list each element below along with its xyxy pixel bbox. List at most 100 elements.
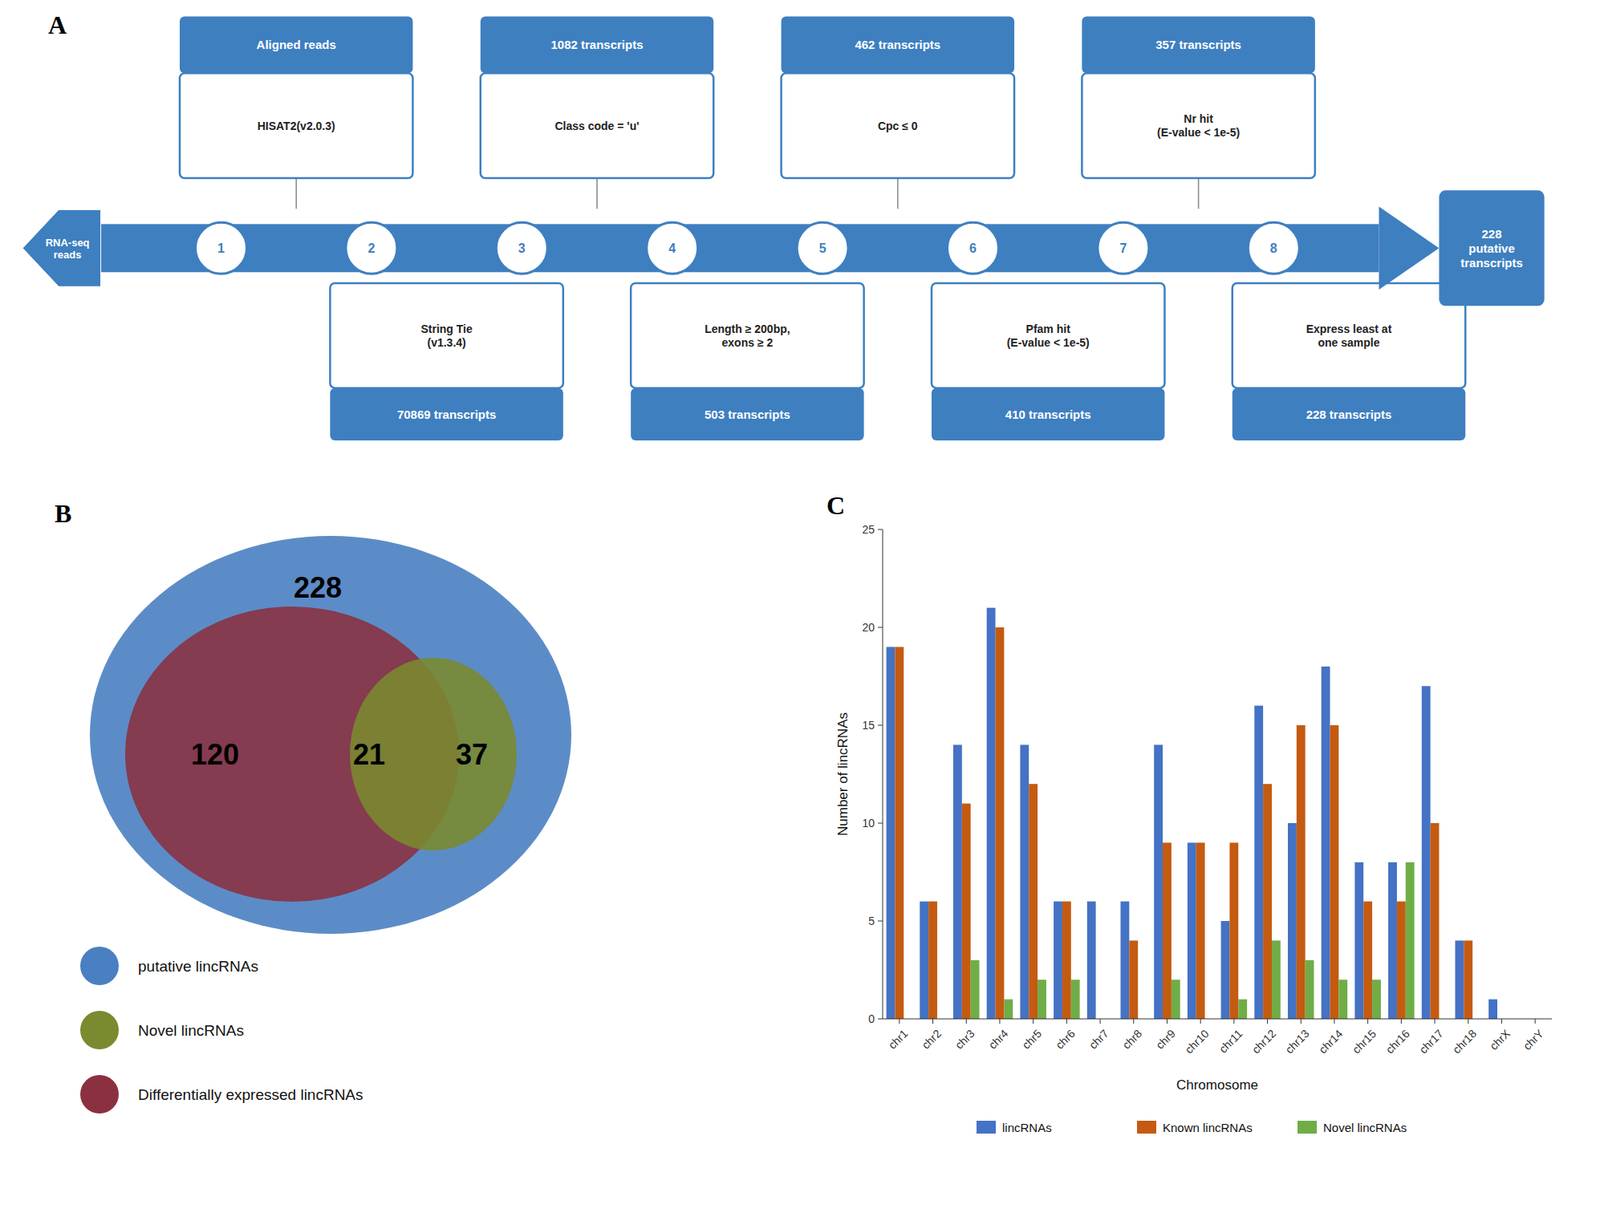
x-tick <box>932 1019 934 1024</box>
step-number: 6 <box>969 241 977 256</box>
x-tick-label: chr13 <box>1283 1027 1312 1056</box>
bar <box>1305 960 1315 1020</box>
x-tick-label: chr12 <box>1249 1027 1279 1056</box>
bar <box>1488 999 1498 1020</box>
y-tick <box>877 921 883 922</box>
step-node <box>1247 222 1300 274</box>
step-number: 4 <box>668 241 676 256</box>
bar <box>1196 842 1206 1020</box>
x-tick <box>1132 1019 1134 1024</box>
step-number: 1 <box>217 241 225 256</box>
step-result-box <box>630 388 864 441</box>
figure: AAligned readsHISAT2(v2.0.3)String Tie(v… <box>0 0 1600 1213</box>
bars <box>886 608 1498 1020</box>
x-tick-label: chr18 <box>1449 1027 1479 1056</box>
output-box <box>1438 190 1544 306</box>
bar <box>1003 999 1013 1020</box>
bar <box>1421 686 1431 1020</box>
venn-panel: B2281202137putative lincRNAsNovel lincRN… <box>54 499 572 1114</box>
bar <box>1430 823 1440 1020</box>
bar <box>1454 940 1464 1020</box>
connector <box>897 178 899 209</box>
legend-label: lincRNAs <box>1002 1120 1052 1135</box>
step-method: String Tie(v1.3.4) <box>420 322 473 350</box>
x-tick <box>1467 1019 1469 1024</box>
x-axis-label: Chromosome <box>1176 1077 1259 1093</box>
y-tick <box>877 529 883 531</box>
x-tick-label: chr17 <box>1416 1027 1446 1056</box>
bar <box>1388 862 1397 1020</box>
x-tick-label: chr1 <box>885 1027 911 1052</box>
step-result-box <box>179 16 413 74</box>
step-method-box <box>630 283 864 389</box>
step-result: 1082 transcripts <box>550 37 643 52</box>
step-node <box>495 222 548 274</box>
y-tick-label: 10 <box>861 816 875 830</box>
x-tick <box>1166 1019 1168 1024</box>
y-axis-line <box>882 529 884 1020</box>
x-tick-label: chr6 <box>1052 1027 1078 1052</box>
legend-swatch <box>976 1120 996 1134</box>
step-result-box <box>781 16 1015 74</box>
flowchart-panel: AAligned readsHISAT2(v2.0.3)String Tie(v… <box>22 10 1544 441</box>
x-tick-label: chr3 <box>952 1027 978 1052</box>
text-line: Express least at <box>1306 322 1393 336</box>
legend-label: Novel lincRNAs <box>1323 1120 1407 1135</box>
bar <box>928 901 938 1020</box>
bar <box>1287 823 1297 1020</box>
y-tick-label: 0 <box>868 1012 875 1026</box>
text-line: (v1.3.4) <box>426 336 466 350</box>
panel-label: C <box>826 491 845 520</box>
step-method: Express least atone sample <box>1306 322 1393 350</box>
step-node <box>345 222 398 274</box>
step-method: Cpc ≤ 0 <box>877 119 918 133</box>
x-tick-label: chr9 <box>1153 1027 1178 1052</box>
input-box <box>22 209 101 287</box>
step-method-box <box>1232 283 1466 389</box>
x-tick <box>1535 1019 1536 1024</box>
x-tick <box>1066 1019 1068 1024</box>
legend-label: putative lincRNAs <box>138 958 259 975</box>
legend-label: Known lincRNAs <box>1162 1120 1253 1135</box>
output-label: 228putativetranscripts <box>1460 227 1523 270</box>
pipeline-arrow <box>1378 207 1439 291</box>
x-tick <box>898 1019 900 1024</box>
step-method-box <box>480 73 714 179</box>
text-line: String Tie <box>420 322 473 336</box>
bar <box>1187 842 1197 1020</box>
text-line: (E-value < 1e-5) <box>1157 125 1240 139</box>
step-number: 3 <box>518 241 526 256</box>
x-tick <box>1434 1019 1436 1024</box>
bar <box>1221 921 1231 1020</box>
bar <box>1463 940 1473 1020</box>
text-line: Nr hit <box>1183 112 1214 126</box>
bar <box>1372 979 1381 1020</box>
text-line: 228 <box>1482 227 1503 241</box>
step-method: HISAT2(v2.0.3) <box>257 119 336 133</box>
venn-set <box>349 657 517 851</box>
bar <box>1062 901 1072 1020</box>
step-result: 357 transcripts <box>1155 37 1242 52</box>
venn-count: 21 <box>353 738 386 772</box>
x-tick-label: chr15 <box>1349 1027 1379 1056</box>
bar <box>962 804 971 1020</box>
step-method: Nr hit(E-value < 1e-5) <box>1157 112 1240 139</box>
step-node <box>796 222 849 274</box>
step-method: Pfam hit(E-value < 1e-5) <box>1007 322 1090 350</box>
x-tick <box>1200 1019 1202 1024</box>
step-node <box>195 222 248 274</box>
connector <box>1197 178 1200 209</box>
step-node <box>1097 222 1150 274</box>
x-tick-label: chr2 <box>918 1027 944 1052</box>
bar <box>1296 725 1306 1020</box>
legend-label: Novel lincRNAs <box>138 1022 244 1040</box>
x-tick-label: chrX <box>1486 1027 1513 1053</box>
bar <box>1262 783 1272 1020</box>
bar <box>986 608 996 1020</box>
bar <box>1396 901 1406 1020</box>
bar-panel: C0510152025chr1chr2chr3chr4chr5chr6chr7c… <box>826 491 1552 1135</box>
x-tick <box>1367 1019 1369 1024</box>
text-line: exons ≥ 2 <box>722 336 774 350</box>
text-line: transcripts <box>1460 255 1523 270</box>
x-tick <box>1233 1019 1235 1024</box>
